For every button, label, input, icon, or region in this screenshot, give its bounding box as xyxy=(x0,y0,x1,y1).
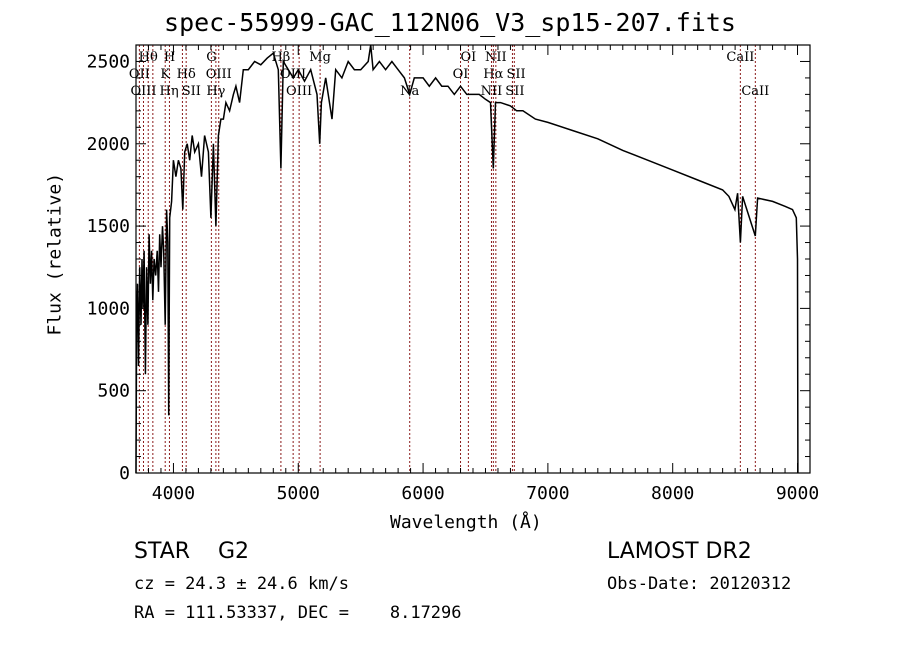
line-marker-label: G xyxy=(206,50,216,65)
x-tick-label: 4000 xyxy=(152,483,195,504)
line-marker-label: SII xyxy=(182,84,201,99)
chart-title: spec-55999-GAC_112N06_V3_sp15-207.fits xyxy=(164,8,736,37)
line-marker-label: Hθ xyxy=(139,50,158,65)
x-tick-label: 6000 xyxy=(401,483,444,504)
line-marker-label: SII xyxy=(505,84,524,99)
y-tick-label: 1000 xyxy=(87,298,130,319)
line-marker-label: OII xyxy=(129,67,150,82)
x-axis-label: Wavelength (Å) xyxy=(390,512,542,533)
x-tick-label: 7000 xyxy=(526,483,569,504)
line-marker-label: NII xyxy=(481,84,503,99)
y-tick-label: 2500 xyxy=(87,51,130,72)
y-tick-label: 500 xyxy=(97,381,130,402)
plot-frame xyxy=(135,44,811,474)
x-tick-label: 8000 xyxy=(651,483,694,504)
line-marker-label: Hγ xyxy=(206,84,225,99)
x-tick-label: 9000 xyxy=(776,483,819,504)
line-marker-label: OIII xyxy=(130,84,156,99)
x-tick-label: 5000 xyxy=(277,483,320,504)
survey-label: LAMOST DR2 xyxy=(607,539,752,564)
line-marker-label: OIII xyxy=(206,67,232,82)
line-marker-label: CaII xyxy=(741,84,769,99)
line-marker-label: OI xyxy=(453,67,469,82)
line-marker-label: Mg xyxy=(309,50,331,65)
obs-date: Obs-Date: 20120312 xyxy=(607,574,792,594)
line-marker-label: OI xyxy=(461,50,477,65)
radec-text: RA = 111.53337, DEC = 8.17296 xyxy=(134,603,462,623)
line-marker-label: OIII xyxy=(280,67,306,82)
y-axis-label: Flux (relative) xyxy=(44,172,66,336)
y-tick-label: 2000 xyxy=(87,134,130,155)
line-marker-label: H xyxy=(164,50,175,65)
spectrum-line xyxy=(135,44,799,474)
line-marker-label: Hη xyxy=(160,84,179,99)
line-marker-label: NII xyxy=(485,50,507,65)
line-marker-label: Hδ xyxy=(177,67,196,82)
y-tick-label: 0 xyxy=(119,463,130,484)
line-marker-label: K xyxy=(160,67,170,82)
y-tick-label: 1500 xyxy=(87,216,130,237)
line-marker-label: CaII xyxy=(726,50,754,65)
object-class: STAR G2 xyxy=(134,539,250,564)
line-marker-label: OIII xyxy=(286,84,312,99)
line-marker-label: SII xyxy=(507,67,526,82)
line-marker-label: Hα xyxy=(483,67,503,82)
redshift-text: cz = 24.3 ± 24.6 km/s xyxy=(134,574,349,594)
